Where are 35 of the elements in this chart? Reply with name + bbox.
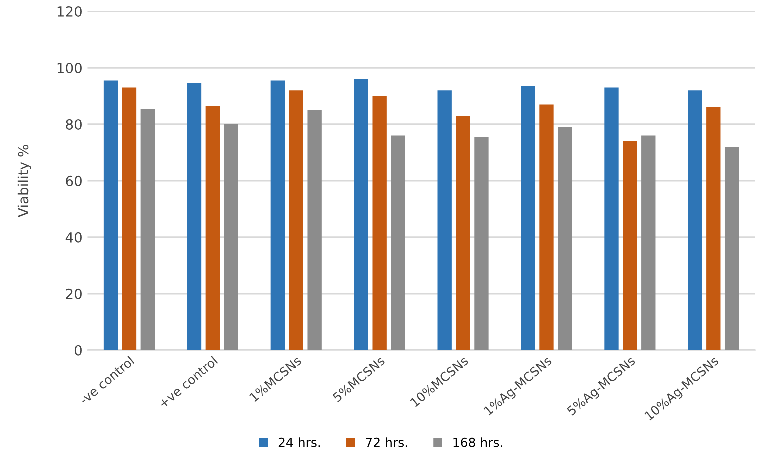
bar xyxy=(623,141,638,350)
bar xyxy=(270,80,286,350)
legend-label: 168 hrs. xyxy=(454,438,502,448)
bar xyxy=(224,124,238,350)
bar xyxy=(706,108,721,350)
bar xyxy=(540,104,554,350)
bar xyxy=(187,84,202,350)
bar xyxy=(604,88,619,350)
legend-label: 24 hrs. xyxy=(278,438,320,448)
bar xyxy=(456,116,470,350)
bar xyxy=(521,86,536,350)
bar xyxy=(391,136,406,350)
bar xyxy=(354,79,368,350)
y-tick-label: 40 xyxy=(66,232,82,243)
y-tick-label: 20 xyxy=(66,288,82,300)
y-tick-label: 100 xyxy=(58,62,82,74)
bar xyxy=(688,90,702,350)
bar xyxy=(308,110,322,350)
bar xyxy=(104,80,118,350)
bar xyxy=(438,90,452,350)
bar xyxy=(289,90,304,350)
legend-label: 72 hrs. xyxy=(366,438,408,448)
y-tick-label: 80 xyxy=(66,119,82,130)
y-tick-label: 120 xyxy=(58,6,82,17)
bar xyxy=(206,106,220,350)
bar xyxy=(642,136,656,350)
bar xyxy=(122,88,137,350)
bar xyxy=(372,96,387,350)
bar xyxy=(724,147,740,350)
bar xyxy=(140,108,156,350)
y-tick-label: 60 xyxy=(66,176,82,186)
y-tick-label: 0 xyxy=(74,345,82,356)
y-axis-title: Viability % xyxy=(18,145,32,218)
bar xyxy=(474,137,489,350)
bar xyxy=(558,127,572,350)
